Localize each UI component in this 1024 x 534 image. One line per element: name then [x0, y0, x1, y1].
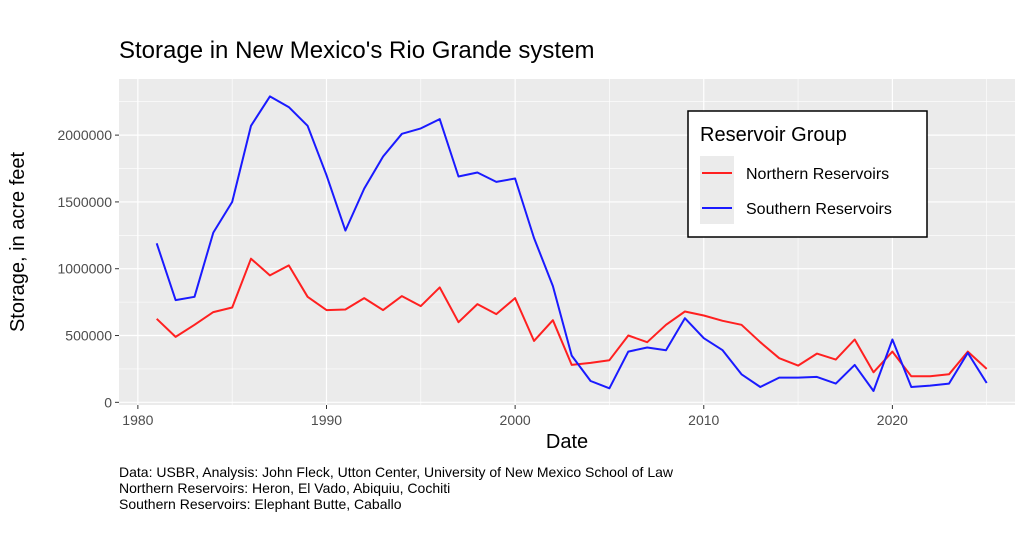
x-tick-label: 1980 — [122, 412, 153, 428]
caption-source: Data: USBR, Analysis: John Fleck, Utton … — [119, 464, 674, 480]
caption-northern: Northern Reservoirs: Heron, El Vado, Abi… — [119, 480, 451, 496]
y-tick-label: 2000000 — [57, 127, 112, 143]
series-line-southern-reservoirs — [155, 95, 988, 392]
chart-title: Storage in New Mexico's Rio Grande syste… — [119, 37, 595, 64]
x-tick-label: 1990 — [311, 412, 342, 428]
y-axis-title: Storage, in acre feet — [7, 152, 29, 333]
x-tick-label: 2000 — [500, 412, 531, 428]
series-layer — [155, 95, 988, 392]
x-axis-title: Date — [546, 431, 588, 453]
legend-label-northern: Northern Reservoirs — [746, 166, 889, 183]
legend: Reservoir Group Northern Reservoirs Sout… — [687, 110, 928, 238]
x-tick-label: 2010 — [688, 412, 719, 428]
y-axis: 0 500000 1000000 1500000 2000000 — [57, 127, 119, 410]
y-tick-label: 0 — [104, 394, 112, 410]
legend-title: Reservoir Group — [700, 124, 847, 146]
series-line-northern-reservoirs — [156, 257, 988, 378]
x-axis: 1980 1990 2000 2010 2020 — [122, 405, 908, 428]
caption-southern: Southern Reservoirs: Elephant Butte, Cab… — [119, 496, 402, 512]
legend-label-southern: Southern Reservoirs — [746, 201, 892, 218]
y-tick-label: 1000000 — [57, 261, 112, 277]
y-tick-label: 1500000 — [57, 194, 112, 210]
x-tick-label: 2020 — [877, 412, 908, 428]
y-tick-label: 500000 — [65, 328, 112, 344]
